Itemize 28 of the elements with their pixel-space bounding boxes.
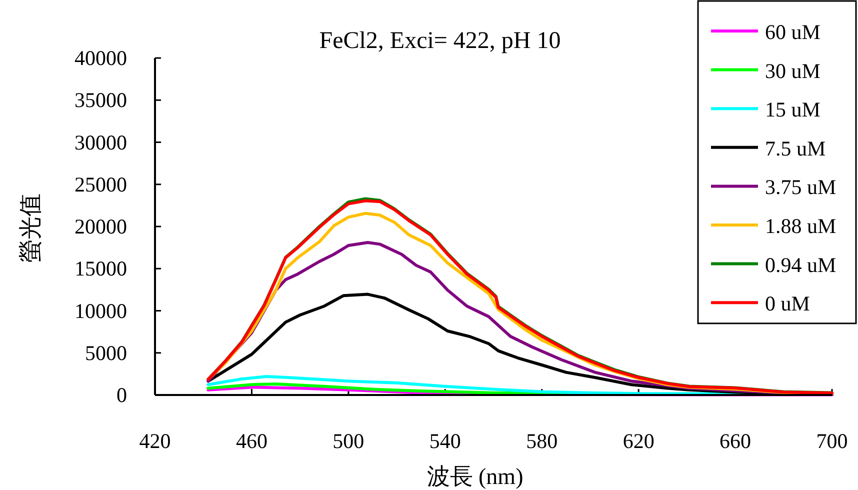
y-tick-label: 30000	[74, 130, 127, 154]
legend-label: 30 uM	[765, 58, 821, 83]
x-tick-label: 420	[139, 429, 171, 453]
x-tick-label: 620	[622, 429, 654, 453]
y-tick-label: 0	[116, 383, 127, 407]
legend-label: 7.5 uM	[765, 136, 826, 160]
x-tick-label: 540	[429, 429, 461, 453]
y-tick-label: 15000	[74, 256, 127, 281]
x-axis-title: 波長 (nm)	[426, 464, 524, 489]
x-tick-label: 580	[526, 429, 558, 453]
x-tick-label: 460	[236, 429, 268, 453]
y-tick-label: 25000	[74, 172, 127, 196]
y-axis-title: 螢光值	[18, 194, 43, 262]
y-tick-label: 40000	[74, 46, 127, 70]
y-tick-label: 10000	[74, 298, 127, 323]
legend-label: 1.88 uM	[765, 214, 836, 238]
x-tick-label: 660	[720, 429, 752, 453]
legend-label: 15 uM	[765, 98, 821, 122]
x-tick-label: 500	[332, 429, 364, 453]
y-tick-label: 35000	[74, 88, 127, 112]
x-tick-label: 700	[816, 429, 848, 453]
legend-label: 3.75 uM	[765, 175, 836, 200]
y-tick-label: 20000	[74, 214, 127, 238]
y-tick-label: 5000	[85, 340, 127, 365]
legend-label: 0 uM	[765, 292, 810, 316]
legend-label: 60 uM	[765, 20, 821, 44]
chart-title: FeCl2, Exci= 422, pH 10	[319, 28, 561, 54]
legend-label: 0.94 uM	[765, 252, 836, 277]
